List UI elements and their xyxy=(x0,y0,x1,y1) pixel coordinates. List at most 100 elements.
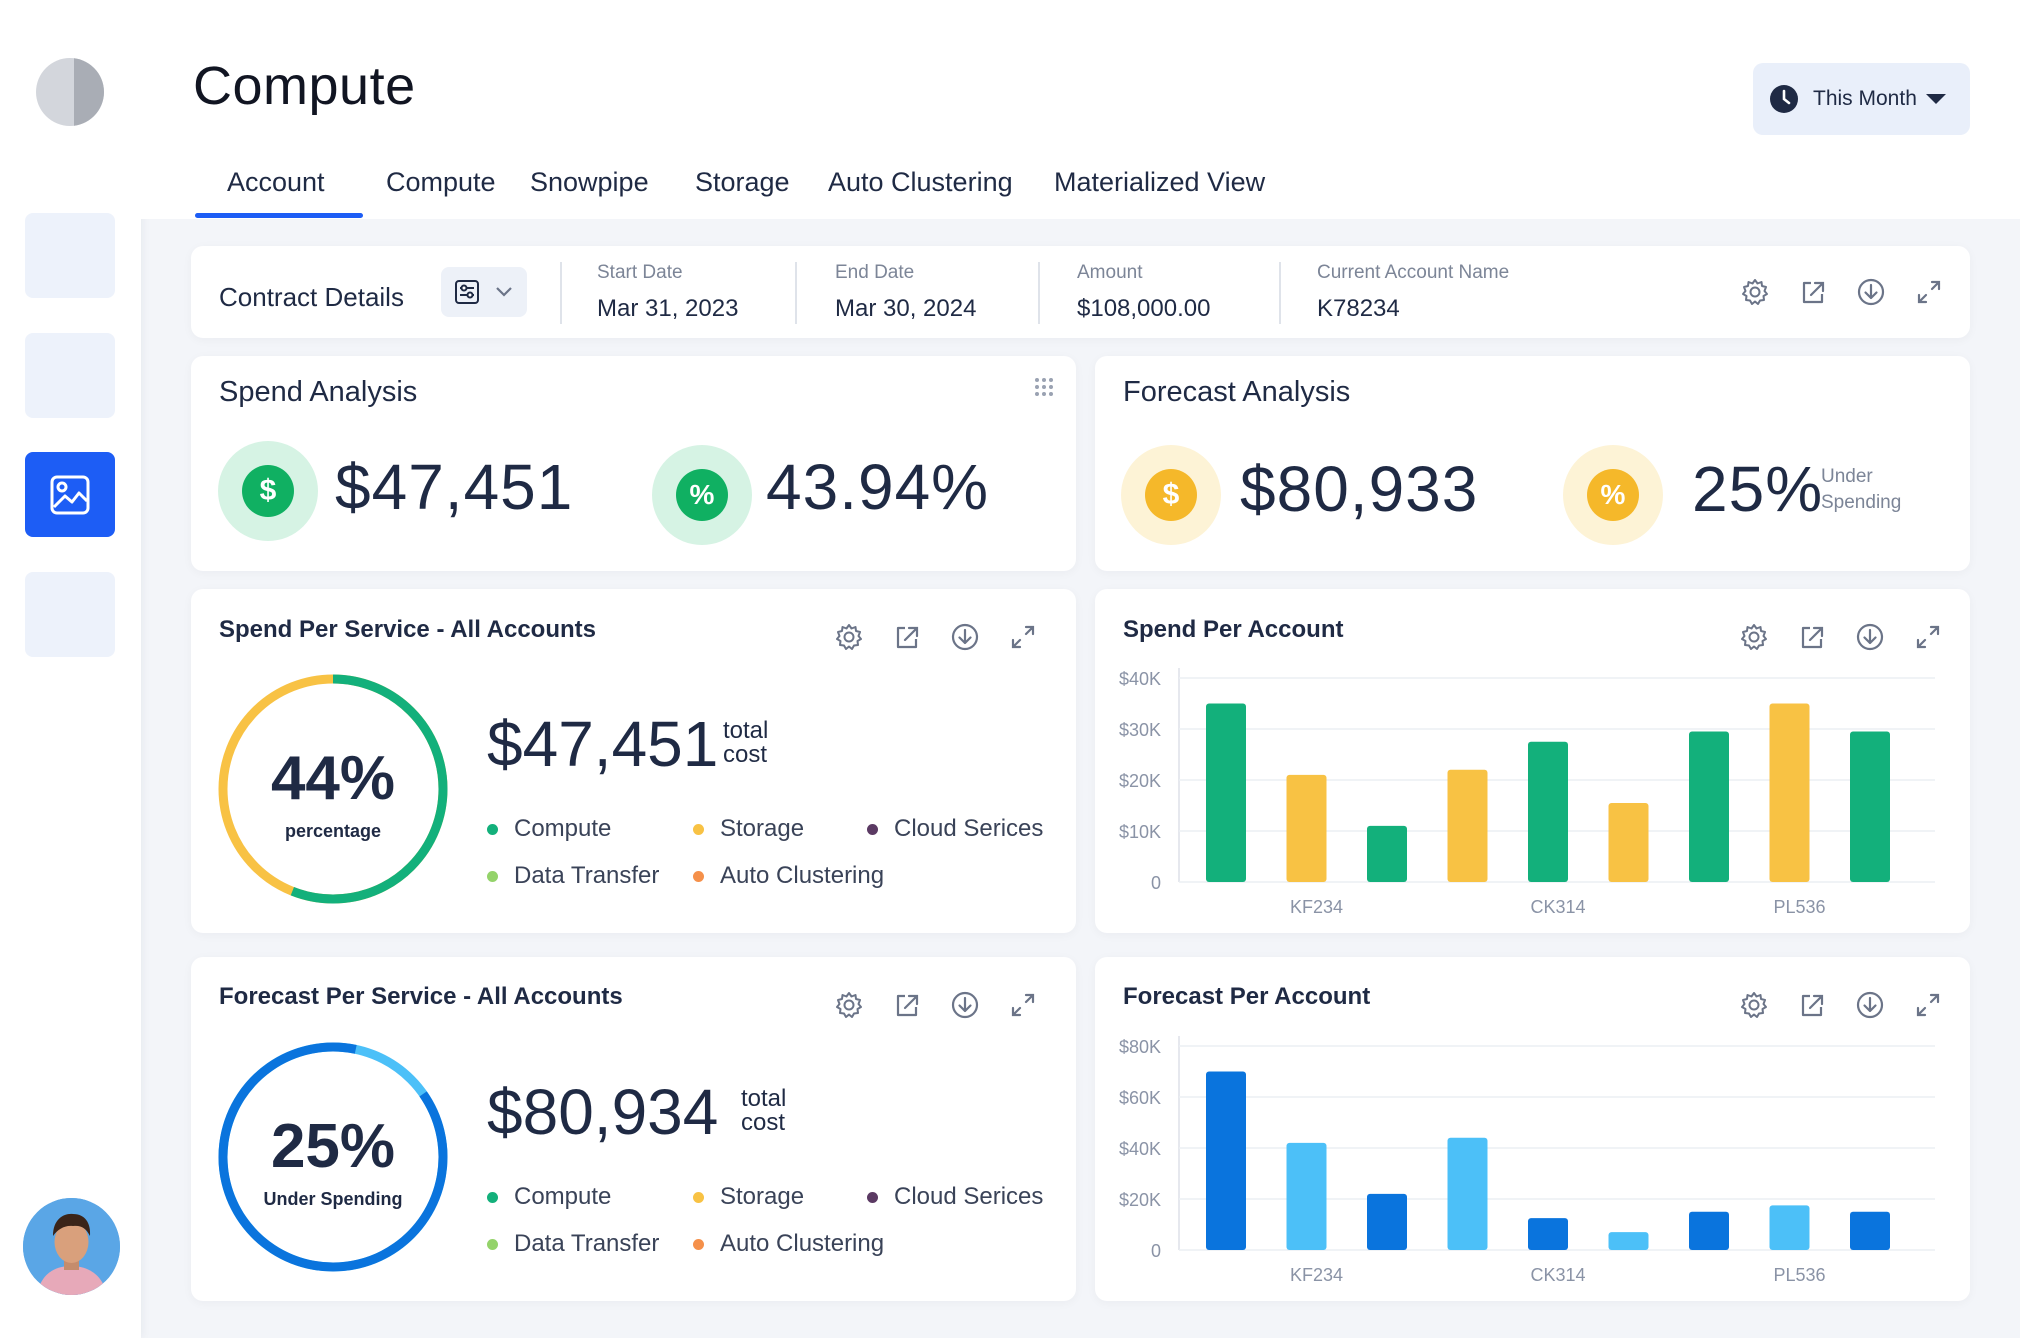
expand-icon[interactable] xyxy=(1912,989,1944,1021)
end-date-value: Mar 30, 2024 xyxy=(835,295,977,322)
download-icon[interactable] xyxy=(1854,621,1886,653)
bar[interactable] xyxy=(1447,1137,1488,1250)
share-icon[interactable] xyxy=(1796,989,1828,1021)
expand-icon[interactable] xyxy=(1007,621,1039,653)
bar[interactable] xyxy=(1528,1218,1568,1250)
filter-icon xyxy=(455,280,479,304)
download-icon[interactable] xyxy=(949,989,981,1021)
bar[interactable] xyxy=(1769,1205,1810,1250)
logo-icon xyxy=(36,58,104,126)
sidebar-item-2[interactable] xyxy=(25,333,115,418)
end-date-label: End Date xyxy=(835,262,915,283)
bar[interactable] xyxy=(1769,703,1810,883)
user-avatar[interactable] xyxy=(23,1198,120,1295)
period-label: This Month xyxy=(1813,87,1917,110)
y-tick-label: $40K xyxy=(1119,1139,1161,1159)
y-tick-label: $20K xyxy=(1119,771,1161,791)
legend-label: Auto Clustering xyxy=(720,1230,885,1257)
dollar-icon: $ xyxy=(1145,469,1197,521)
legend-dot xyxy=(487,1191,498,1203)
legend-label: Storage xyxy=(720,815,805,842)
tab-storage[interactable]: Storage xyxy=(695,167,790,197)
tab-compute[interactable]: Compute xyxy=(386,167,496,197)
legend-item: Auto Clustering xyxy=(693,1230,884,1258)
gear-icon[interactable] xyxy=(833,989,865,1021)
bar[interactable] xyxy=(1850,731,1890,882)
spend-per-account-toolbar xyxy=(1738,621,1944,653)
avatar-portrait-icon xyxy=(23,1198,120,1295)
chevron-down-icon xyxy=(496,287,512,297)
dollar-stat-badge: $ xyxy=(218,441,318,541)
forecast-per-account-card: Forecast Per Account 0 $20K $40K $60K $80K KF… xyxy=(1095,957,1970,1301)
bar[interactable] xyxy=(1608,802,1649,882)
legend-dot xyxy=(693,870,704,882)
expand-icon[interactable] xyxy=(1007,989,1039,1021)
legend-label: Cloud Serices xyxy=(894,1183,1044,1210)
legend-item: Storage xyxy=(693,815,804,843)
divider xyxy=(560,262,562,324)
bar[interactable] xyxy=(1206,1071,1246,1251)
total-cost-label: total cost xyxy=(723,719,803,767)
bar[interactable] xyxy=(1367,825,1407,882)
share-icon[interactable] xyxy=(1797,276,1829,308)
expand-icon[interactable] xyxy=(1913,276,1945,308)
legend-item: Storage xyxy=(693,1183,804,1211)
forecast-analysis-title: Forecast Analysis xyxy=(1123,376,1351,408)
forecast-per-account-toolbar xyxy=(1738,989,1944,1021)
tab-snowpipe[interactable]: Snowpipe xyxy=(530,167,649,197)
legend-item: Auto Clustering xyxy=(693,862,884,890)
total-cost-label: total cost xyxy=(741,1087,821,1135)
download-icon[interactable] xyxy=(1855,276,1887,308)
sidebar-item-1[interactable] xyxy=(25,213,115,298)
tab-materialized-view[interactable]: Materialized View xyxy=(1054,167,1266,197)
expand-icon[interactable] xyxy=(1912,621,1944,653)
y-tick-label: $30K xyxy=(1119,720,1161,740)
total-label-line1: total xyxy=(723,717,769,744)
y-tick-label: $20K xyxy=(1119,1190,1161,1210)
bar[interactable] xyxy=(1850,1211,1890,1250)
tab-auto-clustering[interactable]: Auto Clustering xyxy=(828,167,1013,197)
period-dropdown[interactable]: This Month xyxy=(1753,63,1970,135)
legend-item: Compute xyxy=(487,1183,611,1211)
dollar-icon: $ xyxy=(242,465,294,517)
drag-handle-icon[interactable] xyxy=(1033,376,1055,398)
forecast-per-account-title: Forecast Per Account xyxy=(1123,983,1371,1010)
share-icon[interactable] xyxy=(891,621,923,653)
donut-segment-compute xyxy=(218,1042,448,1272)
amount-value: $108,000.00 xyxy=(1077,295,1211,322)
share-icon[interactable] xyxy=(891,989,923,1021)
sidebar xyxy=(0,0,141,1338)
download-icon[interactable] xyxy=(1854,989,1886,1021)
bar[interactable] xyxy=(1608,1232,1649,1250)
page-header: Compute This Month Account Compute Snowp… xyxy=(141,0,2020,219)
legend-dot xyxy=(487,870,498,882)
bar[interactable] xyxy=(1286,774,1327,882)
start-date-label: Start Date xyxy=(597,262,683,283)
x-tick-label: CK314 xyxy=(1530,897,1585,917)
dollar-stat-badge: $ xyxy=(1121,445,1221,545)
sidebar-item-4[interactable] xyxy=(25,572,115,657)
contract-filter-button[interactable] xyxy=(441,267,527,317)
gear-icon[interactable] xyxy=(1738,621,1770,653)
bar[interactable] xyxy=(1689,731,1729,882)
bar[interactable] xyxy=(1528,741,1568,882)
y-tick-label: $60K xyxy=(1119,1088,1161,1108)
download-icon[interactable] xyxy=(949,621,981,653)
y-tick-label: $40K xyxy=(1119,669,1161,689)
tab-account[interactable]: Account xyxy=(227,167,325,197)
bar[interactable] xyxy=(1286,1142,1327,1250)
bar[interactable] xyxy=(1689,1211,1729,1250)
gear-icon[interactable] xyxy=(1739,276,1771,308)
bar[interactable] xyxy=(1206,703,1246,883)
bar[interactable] xyxy=(1367,1193,1407,1250)
y-tick-label: 0 xyxy=(1151,1241,1161,1261)
gear-icon[interactable] xyxy=(1738,989,1770,1021)
forecast-total-amount: $80,934 xyxy=(487,1076,719,1148)
gear-icon[interactable] xyxy=(833,621,865,653)
sidebar-item-analytics[interactable] xyxy=(25,452,115,537)
x-tick-label: KF234 xyxy=(1290,897,1343,917)
share-icon[interactable] xyxy=(1796,621,1828,653)
y-tick-label: 0 xyxy=(1151,873,1161,893)
bar[interactable] xyxy=(1447,769,1488,882)
contract-details-bar: Contract Details Start Date Mar 31, 2023… xyxy=(191,246,1970,338)
